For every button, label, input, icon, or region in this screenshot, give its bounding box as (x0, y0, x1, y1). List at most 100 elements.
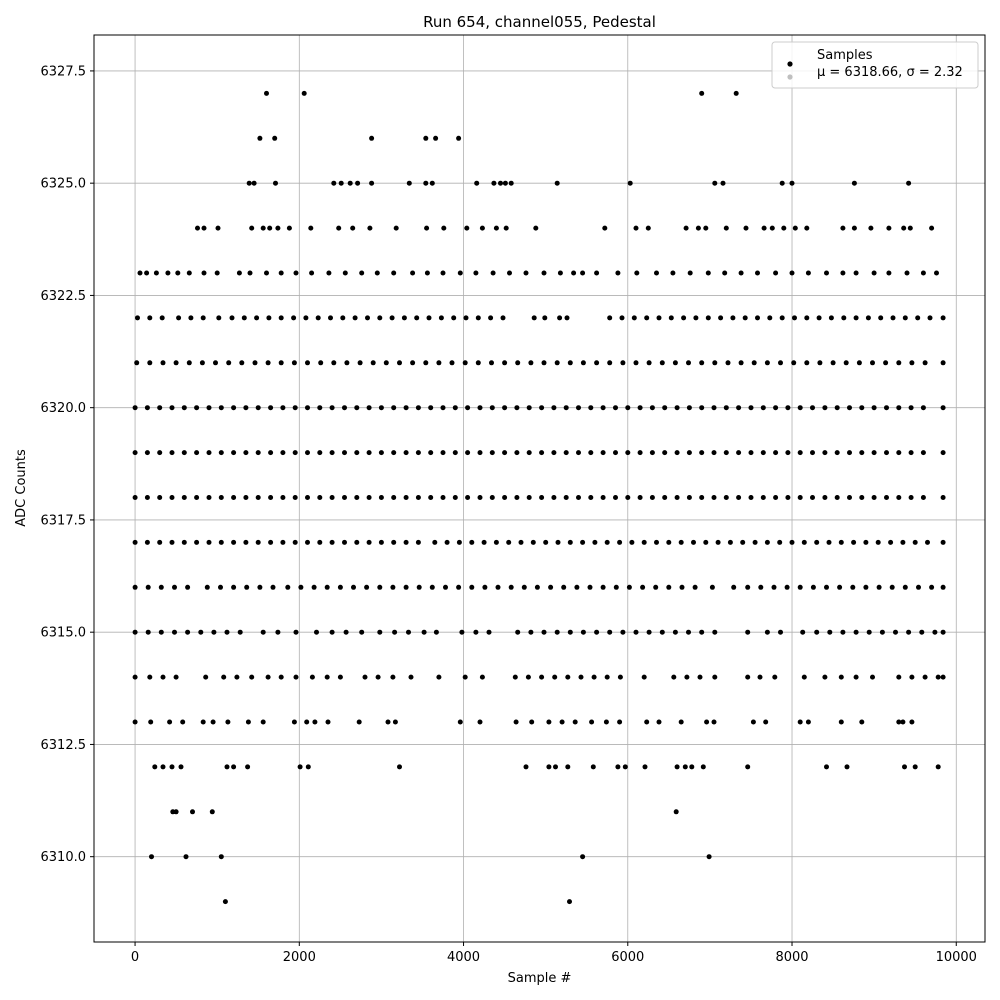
data-point (285, 584, 291, 590)
data-point (440, 405, 446, 411)
data-point (185, 629, 191, 635)
data-point (672, 629, 678, 635)
data-point (769, 225, 775, 231)
data-point (600, 495, 606, 500)
y-tick-label: 6327.5 (41, 64, 87, 79)
legend-label-stats: μ = 6318.66, σ = 2.32 (817, 65, 963, 80)
data-point (760, 450, 766, 456)
data-point (410, 270, 416, 276)
data-point (173, 360, 179, 366)
data-point (600, 450, 606, 456)
data-point (789, 180, 795, 186)
data-point (699, 405, 705, 411)
data-point (838, 539, 844, 545)
data-point (617, 719, 623, 725)
data-point (157, 450, 163, 456)
data-point (816, 315, 822, 321)
data-point (591, 674, 597, 680)
data-point (383, 360, 389, 366)
data-point (152, 764, 158, 770)
data-point (797, 719, 803, 725)
data-point (416, 584, 422, 590)
data-point (576, 405, 581, 411)
data-point (804, 360, 810, 366)
data-point (853, 674, 859, 680)
data-point (572, 719, 578, 725)
data-point (329, 495, 335, 500)
data-point (153, 270, 159, 276)
data-point (275, 629, 281, 635)
data-point (390, 674, 396, 680)
data-point (634, 270, 640, 276)
data-point (278, 360, 284, 366)
data-point (378, 450, 384, 456)
data-point (391, 539, 397, 545)
data-point (588, 495, 594, 500)
data-point (391, 270, 397, 276)
data-point (679, 584, 685, 590)
data-point (352, 315, 358, 321)
data-point (778, 629, 783, 635)
data-point (215, 225, 221, 231)
data-point (725, 360, 731, 366)
data-point (870, 674, 875, 680)
data-point (940, 584, 946, 590)
data-point (172, 584, 177, 590)
data-point (464, 225, 470, 231)
data-point (791, 360, 797, 366)
data-point (390, 584, 396, 590)
data-point (810, 450, 815, 456)
data-point (178, 764, 184, 770)
data-point (167, 719, 173, 725)
data-point (292, 405, 298, 411)
data-point (489, 360, 494, 366)
data-point (546, 764, 552, 770)
data-point (817, 360, 823, 366)
data-point (682, 764, 688, 770)
data-point (592, 539, 598, 545)
data-point (218, 539, 224, 545)
data-point (699, 495, 705, 500)
data-point (144, 270, 150, 276)
data-point (523, 764, 529, 770)
data-point (810, 584, 816, 590)
data-point (703, 539, 709, 545)
data-point (305, 495, 310, 500)
data-point (367, 225, 373, 231)
data-point (580, 360, 586, 366)
data-point (428, 495, 434, 500)
data-point (503, 225, 509, 231)
data-point (366, 539, 372, 545)
data-point (625, 495, 631, 500)
data-point (280, 495, 286, 500)
data-point (656, 719, 662, 725)
data-point (377, 315, 383, 321)
data-point (342, 270, 348, 276)
data-point (354, 405, 360, 411)
data-point (674, 450, 680, 456)
data-point (209, 809, 215, 815)
data-point (779, 315, 785, 321)
data-point (755, 315, 760, 321)
data-point (940, 450, 946, 456)
data-point (268, 495, 274, 500)
data-point (814, 629, 820, 635)
data-point (429, 584, 435, 590)
data-point (834, 450, 840, 456)
data-point (305, 450, 310, 456)
data-point (482, 584, 488, 590)
data-point (403, 584, 409, 590)
data-point (673, 809, 679, 815)
data-point (851, 180, 857, 186)
data-point (428, 450, 434, 456)
data-point (834, 405, 840, 411)
data-point (841, 315, 847, 321)
data-point (804, 225, 810, 231)
data-point (247, 270, 253, 276)
data-point (752, 539, 758, 545)
data-point (871, 495, 877, 500)
data-point (406, 180, 412, 186)
data-point (912, 539, 918, 545)
data-point (723, 450, 729, 456)
